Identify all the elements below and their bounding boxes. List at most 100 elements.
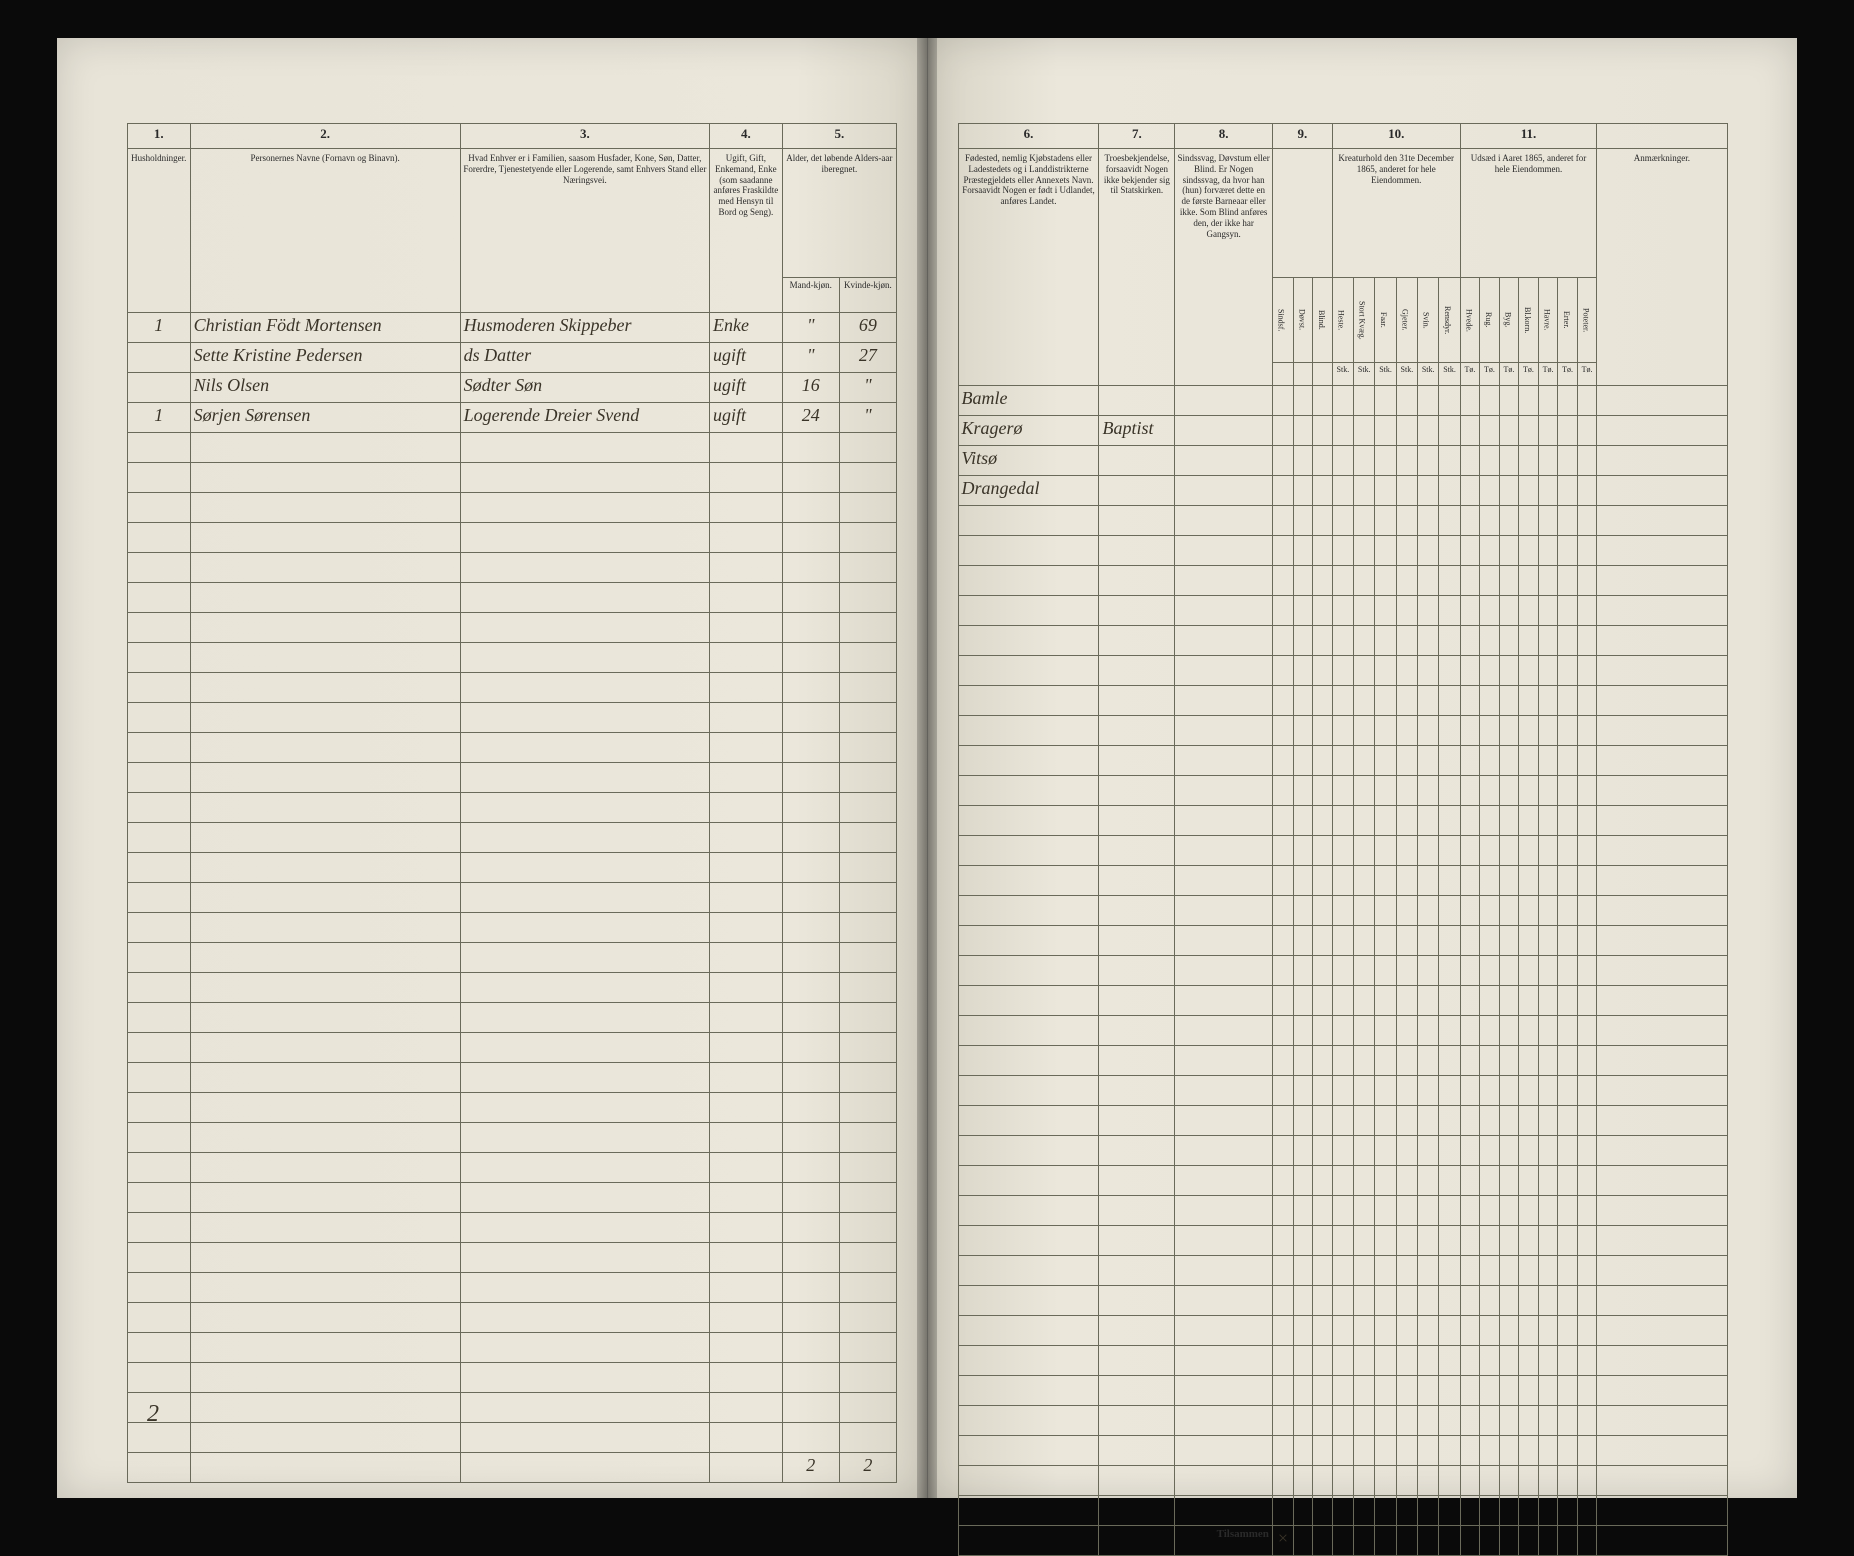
table-row-empty <box>128 1303 897 1333</box>
sub-header: Svin. <box>1418 278 1439 363</box>
table-row-empty <box>958 776 1727 806</box>
cell-small <box>1396 476 1417 506</box>
table-row: 1 Christian Födt Mortensen Husmoderen Sk… <box>128 313 897 343</box>
table-row: Kragerø Baptist <box>958 416 1727 446</box>
table-row-empty <box>958 656 1727 686</box>
table-row-empty <box>958 836 1727 866</box>
table-row-empty <box>128 1213 897 1243</box>
colnum-7: 7. <box>1099 124 1175 149</box>
cell-small <box>1313 446 1333 476</box>
cell-small <box>1460 416 1480 446</box>
cell-disability <box>1175 416 1273 446</box>
table-row-empty <box>958 1436 1727 1466</box>
table-row: Vitsø <box>958 446 1727 476</box>
footer-label: Tilsammen <box>1175 1526 1273 1556</box>
cell-name: Sørjen Sørensen <box>190 403 460 433</box>
cell-female: " <box>839 373 896 403</box>
table-row-empty <box>958 926 1727 956</box>
footer-mark: × <box>1272 1526 1293 1556</box>
cell-status: ugift <box>709 403 782 433</box>
cell-small <box>1272 446 1293 476</box>
cell-disability <box>1175 476 1273 506</box>
cell-small <box>1577 386 1597 416</box>
cell-small <box>1332 386 1353 416</box>
table-row-empty <box>958 956 1727 986</box>
table-row: Nils Olsen Sødter Søn ugift 16 " <box>128 373 897 403</box>
cell-small <box>1313 386 1333 416</box>
cell-small <box>1354 386 1375 416</box>
cell-small <box>1519 386 1539 416</box>
cell-male: 16 <box>782 373 839 403</box>
cell-relation: Husmoderen Skippeber <box>460 313 709 343</box>
unit-cell: Stk. <box>1354 363 1375 386</box>
sub-header: Sindsf. <box>1272 278 1293 363</box>
cell-small <box>1375 476 1396 506</box>
table-row-empty <box>958 1466 1727 1496</box>
sub-header: Havre. <box>1538 278 1558 363</box>
header-names: Personernes Navne (Fornavn og Binavn). <box>190 149 460 313</box>
table-row-empty <box>958 746 1727 776</box>
cell-female: " <box>839 403 896 433</box>
table-row-empty <box>128 913 897 943</box>
cell-status: Enke <box>709 313 782 343</box>
cell-small <box>1375 446 1396 476</box>
colnum-9: 9. <box>1272 124 1332 149</box>
cell-small <box>1499 416 1519 446</box>
cell-hh: 1 <box>128 313 191 343</box>
table-row-empty <box>128 1333 897 1363</box>
cell-disability <box>1175 446 1273 476</box>
header-households: Husholdninger. <box>128 149 191 313</box>
header-female: Kvinde-kjøn. <box>839 278 896 313</box>
unit-cell: Tø. <box>1460 363 1480 386</box>
table-row-empty <box>958 866 1727 896</box>
cell-remarks <box>1597 446 1727 476</box>
cell-small <box>1439 476 1460 506</box>
table-row-empty <box>958 986 1727 1016</box>
header-label-row-r: Fødested, nemlig Kjøbstadens eller Lades… <box>958 149 1727 278</box>
table-row-empty <box>958 1226 1727 1256</box>
cell-small <box>1558 386 1578 416</box>
cell-small <box>1480 476 1500 506</box>
unit-cell: Stk. <box>1396 363 1417 386</box>
table-row-empty <box>958 1406 1727 1436</box>
unit-cell: Stk. <box>1332 363 1353 386</box>
colnum-5: 5. <box>782 124 896 149</box>
unit-cell: Tø. <box>1480 363 1500 386</box>
cell-small <box>1418 386 1439 416</box>
cell-small <box>1293 416 1313 446</box>
sub-header: Rensdyr. <box>1439 278 1460 363</box>
right-page: 6. 7. 8. 9. 10. 11. Fødested, nemlig Kjø… <box>928 38 1798 1498</box>
table-row-empty <box>128 883 897 913</box>
table-row: Sette Kristine Pedersen ds Datter ugift … <box>128 343 897 373</box>
header-age: Alder, det løbende Alders-aar iberegnet. <box>782 149 896 278</box>
cell-small <box>1439 446 1460 476</box>
right-table-body: Bamle Kragerø Baptist Vitsø Drangedal Ti… <box>958 386 1727 1556</box>
sub-header: Stort Kvæg. <box>1354 278 1375 363</box>
cell-small <box>1272 416 1293 446</box>
cell-small <box>1538 446 1558 476</box>
header-number-row-r: 6. 7. 8. 9. 10. 11. <box>958 124 1727 149</box>
cell-male: 24 <box>782 403 839 433</box>
table-row-empty <box>128 673 897 703</box>
table-row-empty <box>958 1376 1727 1406</box>
cell-faith <box>1099 386 1175 416</box>
cell-status: ugift <box>709 343 782 373</box>
header-disability: Sindssvag, Døvstum eller Blind. Er Nogen… <box>1175 149 1273 386</box>
unit-cell: Stk. <box>1418 363 1439 386</box>
table-row-empty <box>128 1153 897 1183</box>
header-male: Mand-kjøn. <box>782 278 839 313</box>
colnum-8: 8. <box>1175 124 1273 149</box>
cell-small <box>1439 416 1460 446</box>
right-ledger-table: 6. 7. 8. 9. 10. 11. Fødested, nemlig Kjø… <box>958 123 1728 1556</box>
cell-small <box>1480 446 1500 476</box>
cell-small <box>1480 386 1500 416</box>
table-row-empty <box>128 583 897 613</box>
sub-header: Hvede. <box>1460 278 1480 363</box>
table-row-empty <box>128 763 897 793</box>
unit-cell: Tø. <box>1519 363 1539 386</box>
footer-female: 2 <box>839 1453 896 1483</box>
cell-disability <box>1175 386 1273 416</box>
cell-small <box>1577 476 1597 506</box>
cell-small <box>1272 386 1293 416</box>
unit-cell <box>1313 363 1333 386</box>
